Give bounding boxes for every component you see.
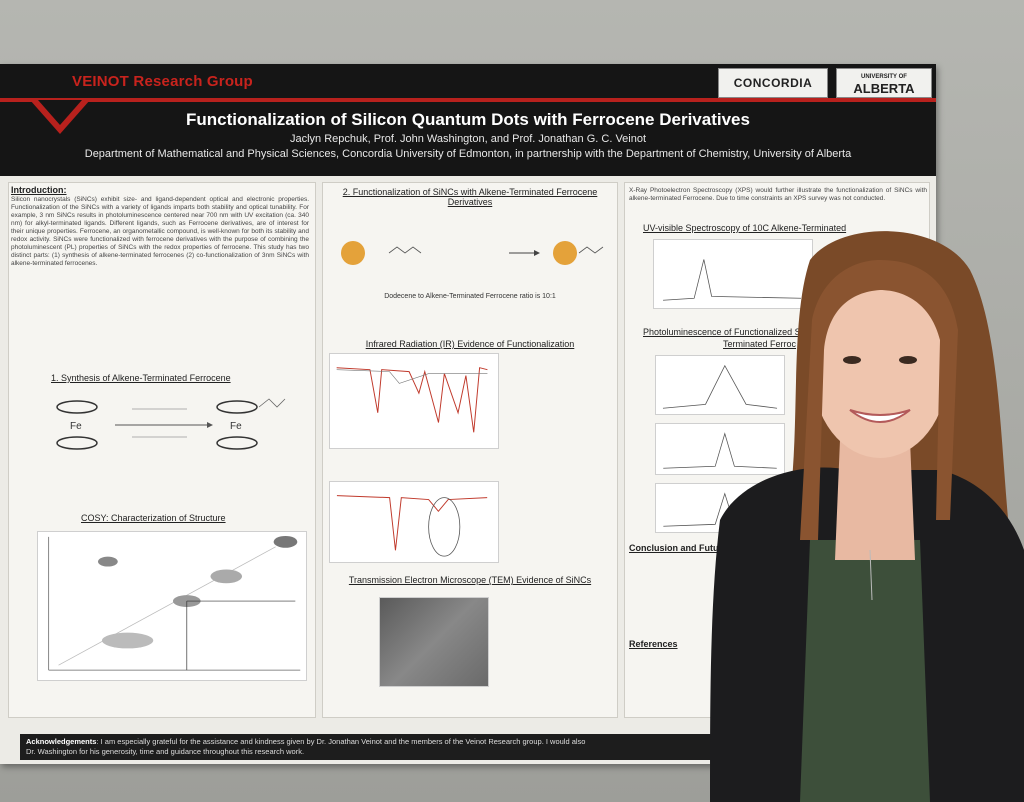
acknowledgements-text-2: Dr. Washington for his generosity, time … — [26, 747, 305, 756]
poster-header: VEINOT Research Group CONCORDIA UNIVERSI… — [0, 64, 936, 176]
acknowledgements-label: Acknowledgements — [26, 737, 97, 746]
conclusion-heading: Conclusion and Futu — [629, 543, 719, 553]
poster-title: Functionalization of Silicon Quantum Dot… — [186, 110, 750, 129]
references-heading: References — [629, 639, 678, 649]
alberta-logo-text: ALBERTA — [853, 81, 915, 96]
poster-column-left: Introduction: Silicon nanocrystals (SiNC… — [8, 182, 316, 718]
pl-spectrum-2 — [655, 423, 785, 475]
poster-column-middle: 2. Functionalization of SiNCs with Alken… — [322, 182, 618, 718]
alberta-logo: UNIVERSITY OF ALBERTA — [836, 68, 932, 98]
pl-heading-2: Terminated Ferroc — [723, 339, 797, 349]
fe-label-2: Fe — [230, 421, 242, 432]
neck — [835, 440, 915, 560]
functionalization-scheme — [341, 241, 604, 265]
tem-heading: Transmission Electron Microscope (TEM) E… — [348, 575, 592, 585]
ir-spectrum-1 — [329, 353, 499, 449]
section2-heading: 2. Functionalization of SiNCs with Alken… — [342, 187, 598, 207]
poster-department: Department of Mathematical and Physical … — [84, 148, 852, 160]
green-shirt — [800, 540, 930, 802]
ir-heading: Infrared Radiation (IR) Evidence of Func… — [365, 339, 575, 349]
smile — [849, 409, 911, 423]
intro-heading: Introduction: — [11, 185, 67, 195]
alberta-logo-top: UNIVERSITY OF — [861, 74, 907, 80]
tem-image — [379, 597, 489, 687]
student-person — [710, 231, 1024, 802]
face — [812, 282, 948, 458]
uv-spectrum — [653, 239, 813, 309]
pl-heading: Photoluminescence of Functionalized S — [643, 327, 801, 337]
ir-spectrum-2 — [329, 481, 499, 563]
header-red-stripe — [0, 98, 936, 102]
cosy-heading: COSY: Characterization of Structure — [81, 513, 226, 523]
xps-text: X-Ray Photoelectron Spectroscopy (XPS) w… — [629, 187, 927, 202]
section1-heading: 1. Synthesis of Alkene-Terminated Ferroc… — [51, 373, 231, 383]
concordia-logo-text: CONCORDIA — [733, 76, 813, 90]
research-group-name: VEINOT Research Group — [72, 73, 253, 90]
pl-spectrum-1 — [655, 355, 785, 415]
acknowledgements-text: : I am especially grateful for the assis… — [96, 737, 586, 746]
poster-authors: Jaclyn Repchuk, Prof. John Washington, a… — [289, 133, 647, 145]
intro-text: Silicon nanocrystals (SiNCs) exhibit siz… — [11, 196, 309, 267]
hair-front — [800, 260, 958, 540]
ferrocene-synthesis-scheme: Fe Fe — [56, 398, 286, 450]
concordia-logo: CONCORDIA — [718, 68, 828, 98]
ratio-caption: Dodecene to Alkene-Terminated Ferrocene … — [384, 293, 556, 300]
uv-heading: UV-visible Spectroscopy of 10C Alkene-Te… — [643, 223, 847, 233]
cosy-spectrum — [37, 531, 307, 681]
fe-label-1: Fe — [70, 421, 82, 432]
red-chevron-logo — [30, 100, 90, 134]
